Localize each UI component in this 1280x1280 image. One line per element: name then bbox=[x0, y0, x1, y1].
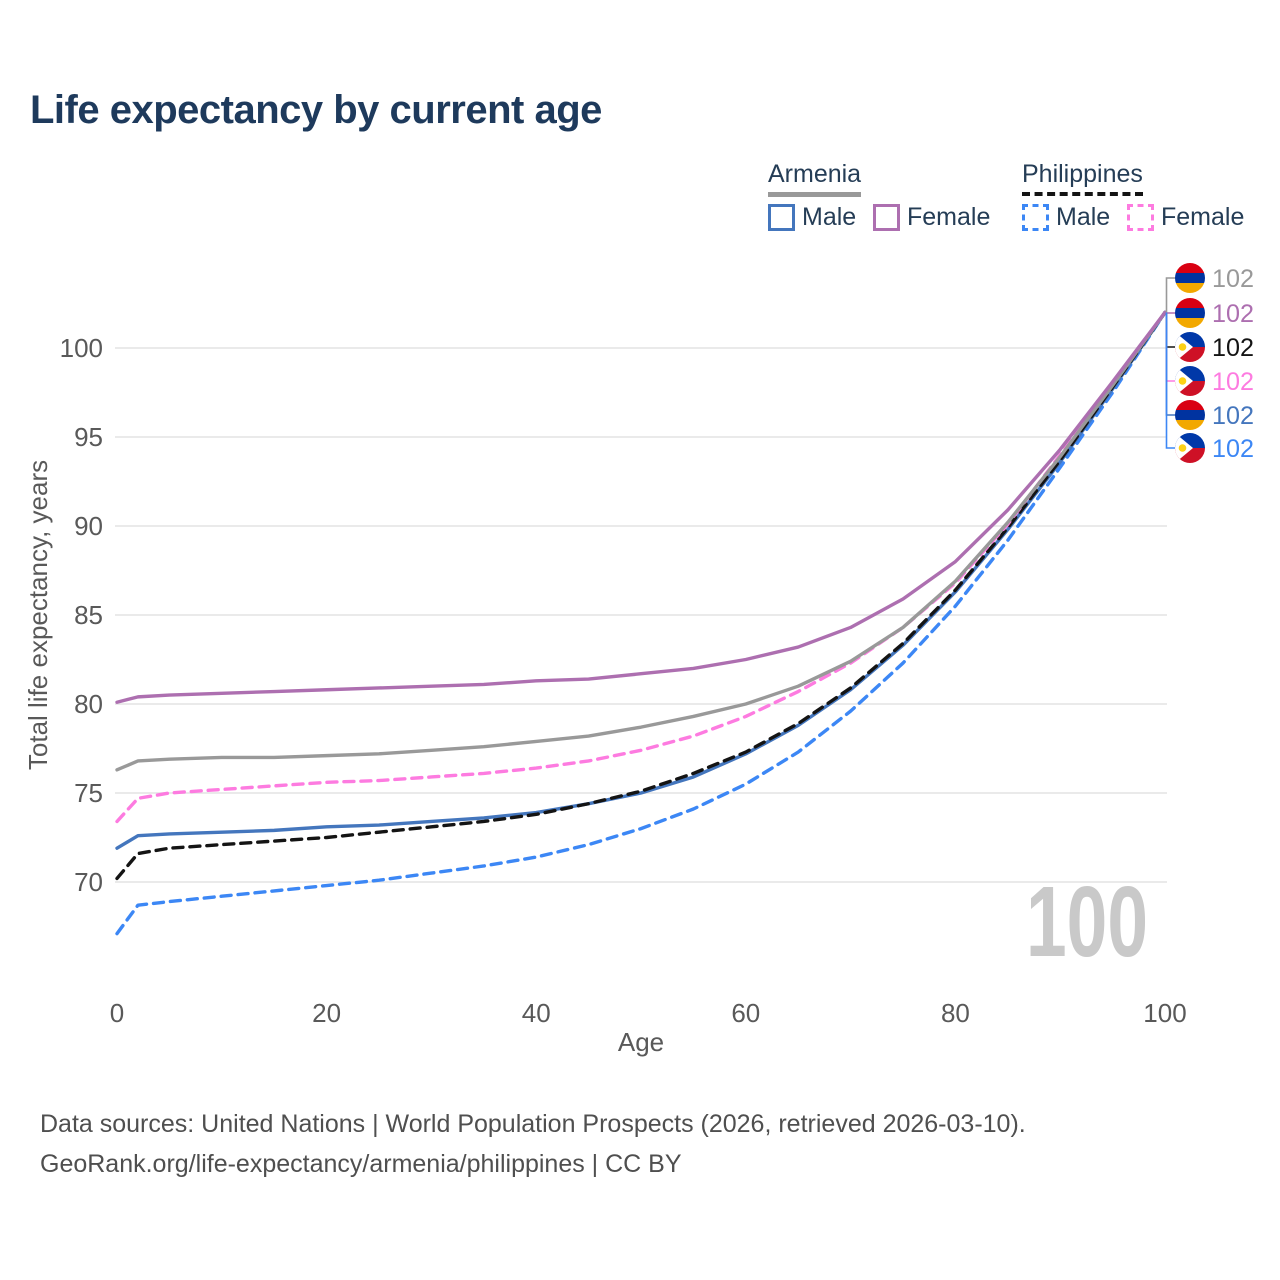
legend-item-label: Male bbox=[802, 203, 857, 231]
flag-armenia-icon bbox=[1175, 298, 1205, 328]
y-tick-70: 70 bbox=[74, 867, 103, 897]
leader-armenia-total bbox=[1165, 277, 1176, 313]
series-philippines-female[interactable] bbox=[115, 310, 1167, 824]
y-tick-100: 100 bbox=[60, 333, 103, 363]
data-sources-line: Data sources: United Nations | World Pop… bbox=[40, 1110, 1026, 1138]
y-tick-75: 75 bbox=[74, 778, 103, 808]
end-label-philippines-total: 102 bbox=[1212, 334, 1254, 362]
series-philippines-male[interactable] bbox=[115, 310, 1167, 936]
chart-footer: Data sources: United Nations | World Pop… bbox=[40, 1104, 1026, 1184]
x-tick-20: 20 bbox=[312, 998, 341, 1028]
y-tick-90: 90 bbox=[74, 511, 103, 541]
legend-item-philippines-male[interactable]: Male bbox=[1022, 203, 1110, 232]
flag-philippines-icon bbox=[1175, 332, 1205, 362]
flag-philippines-icon bbox=[1175, 366, 1205, 396]
series-armenia-male[interactable] bbox=[115, 310, 1167, 850]
x-tick-0: 0 bbox=[110, 998, 124, 1028]
legend-item-label: Female bbox=[1161, 203, 1245, 231]
armenia-male-swatch-icon bbox=[768, 204, 795, 231]
series-armenia-female[interactable] bbox=[115, 310, 1167, 704]
y-tick-85: 85 bbox=[74, 600, 103, 630]
y-axis-title: Total life expectancy, years bbox=[23, 460, 53, 770]
flag-philippines-icon bbox=[1175, 433, 1205, 463]
x-tick-80: 80 bbox=[941, 998, 970, 1028]
x-tick-40: 40 bbox=[522, 998, 551, 1028]
leader-philippines-male bbox=[1165, 312, 1176, 449]
end-label-armenia-female: 102 bbox=[1212, 300, 1254, 328]
x-tick-60: 60 bbox=[731, 998, 760, 1028]
end-label-armenia-male: 102 bbox=[1212, 402, 1254, 430]
leader-armenia-female bbox=[1165, 312, 1176, 314]
armenia-female-swatch-icon bbox=[873, 204, 900, 231]
philippines-female-swatch-icon bbox=[1127, 204, 1154, 231]
end-label-philippines-male: 102 bbox=[1212, 435, 1254, 463]
flag-armenia-icon bbox=[1175, 263, 1205, 293]
series-armenia-total[interactable] bbox=[115, 310, 1167, 772]
leader-philippines-total bbox=[1165, 312, 1176, 348]
legend-item-philippines-female[interactable]: Female bbox=[1127, 203, 1244, 232]
legend-item-armenia-female[interactable]: Female bbox=[873, 203, 990, 232]
y-tick-95: 95 bbox=[74, 422, 103, 452]
attribution-line: GeoRank.org/life-expectancy/armenia/phil… bbox=[40, 1150, 682, 1178]
legend-group-philippines[interactable]: Philippines bbox=[1022, 160, 1143, 196]
y-tick-80: 80 bbox=[74, 689, 103, 719]
legend-item-armenia-male[interactable]: Male bbox=[768, 203, 856, 232]
philippines-male-swatch-icon bbox=[1022, 204, 1049, 231]
flag-armenia-icon bbox=[1175, 400, 1205, 430]
age-frame-watermark: 100 bbox=[1026, 866, 1148, 978]
legend-group-armenia[interactable]: Armenia bbox=[768, 160, 862, 197]
chart-title: Life expectancy by current age bbox=[30, 88, 602, 132]
x-axis-title: Age bbox=[618, 1027, 664, 1057]
leader-armenia-male bbox=[1165, 312, 1176, 416]
end-label-armenia-total: 102 bbox=[1212, 265, 1254, 293]
legend-item-label: Male bbox=[1056, 203, 1111, 231]
end-label-philippines-female: 102 bbox=[1212, 368, 1254, 396]
legend-item-label: Female bbox=[907, 203, 991, 231]
x-tick-100: 100 bbox=[1143, 998, 1186, 1028]
series-philippines-total[interactable] bbox=[115, 310, 1167, 881]
